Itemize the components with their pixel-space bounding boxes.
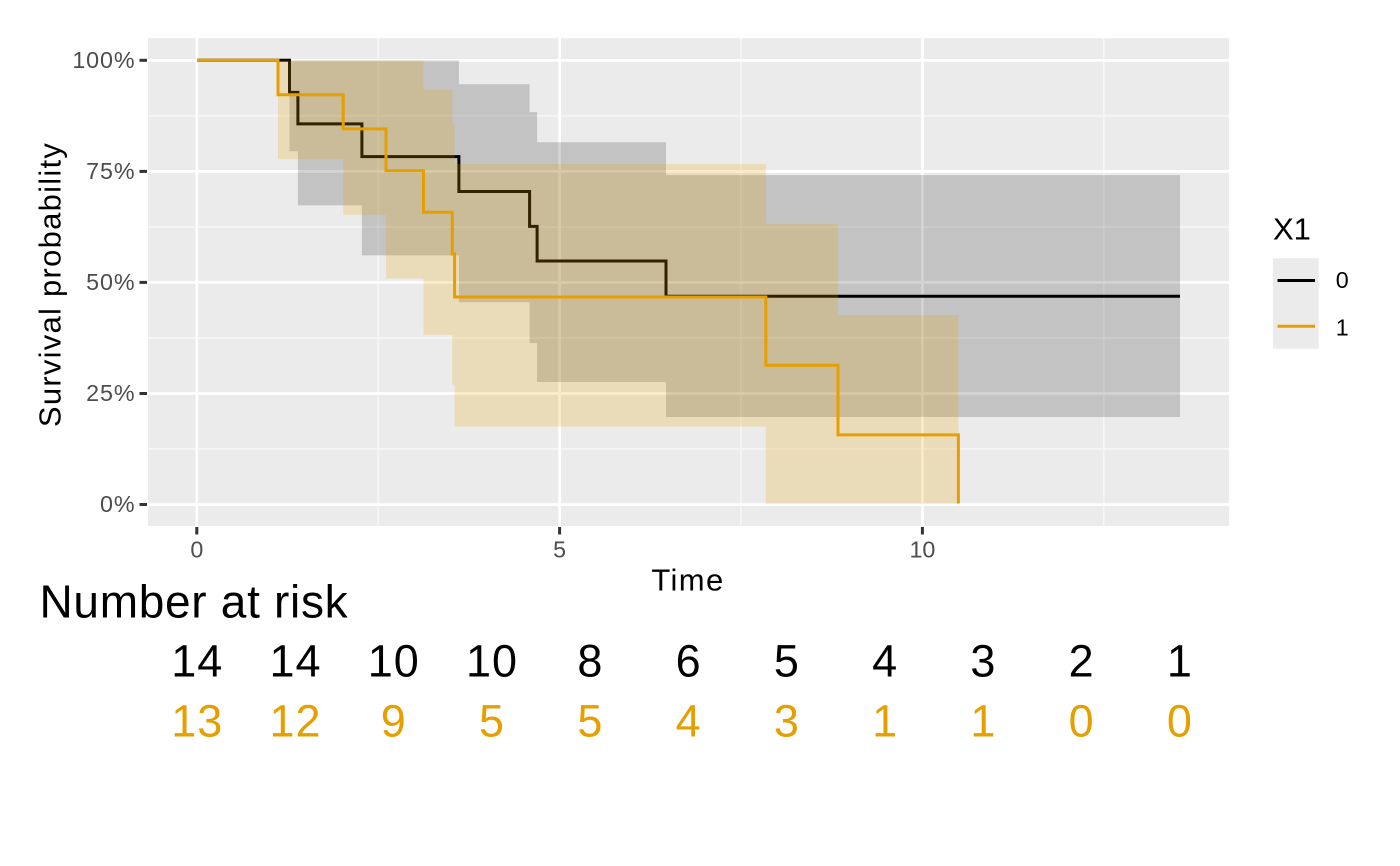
- svg-text:10: 10: [466, 636, 518, 687]
- svg-text:Number at risk: Number at risk: [40, 576, 349, 628]
- svg-text:0: 0: [190, 537, 203, 563]
- svg-text:Time: Time: [651, 563, 724, 598]
- svg-text:5: 5: [577, 696, 603, 747]
- svg-text:14: 14: [269, 636, 321, 687]
- svg-text:25%: 25%: [86, 380, 135, 406]
- svg-text:5: 5: [479, 696, 505, 747]
- svg-text:1: 1: [1336, 315, 1349, 341]
- svg-text:1: 1: [872, 696, 898, 747]
- svg-text:4: 4: [872, 636, 898, 687]
- svg-text:0: 0: [1069, 696, 1095, 747]
- svg-text:75%: 75%: [86, 158, 135, 184]
- svg-text:8: 8: [577, 636, 603, 687]
- svg-text:Survival probability: Survival probability: [33, 142, 68, 427]
- svg-text:4: 4: [676, 696, 702, 747]
- svg-text:1: 1: [1167, 636, 1193, 687]
- svg-text:12: 12: [269, 696, 321, 747]
- svg-text:10: 10: [368, 636, 420, 687]
- svg-text:9: 9: [381, 696, 407, 747]
- svg-text:50%: 50%: [86, 269, 135, 295]
- svg-text:X1: X1: [1273, 212, 1311, 247]
- svg-text:10: 10: [909, 537, 935, 563]
- svg-text:0%: 0%: [100, 491, 135, 517]
- svg-text:100%: 100%: [72, 47, 135, 73]
- svg-text:1: 1: [970, 696, 996, 747]
- svg-text:5: 5: [553, 537, 566, 563]
- svg-text:5: 5: [774, 636, 800, 687]
- svg-text:3: 3: [774, 696, 800, 747]
- svg-text:6: 6: [676, 636, 702, 687]
- svg-text:3: 3: [970, 636, 996, 687]
- svg-text:0: 0: [1336, 267, 1349, 293]
- svg-text:0: 0: [1167, 696, 1193, 747]
- svg-text:14: 14: [171, 636, 223, 687]
- svg-text:13: 13: [171, 696, 223, 747]
- svg-text:2: 2: [1069, 636, 1095, 687]
